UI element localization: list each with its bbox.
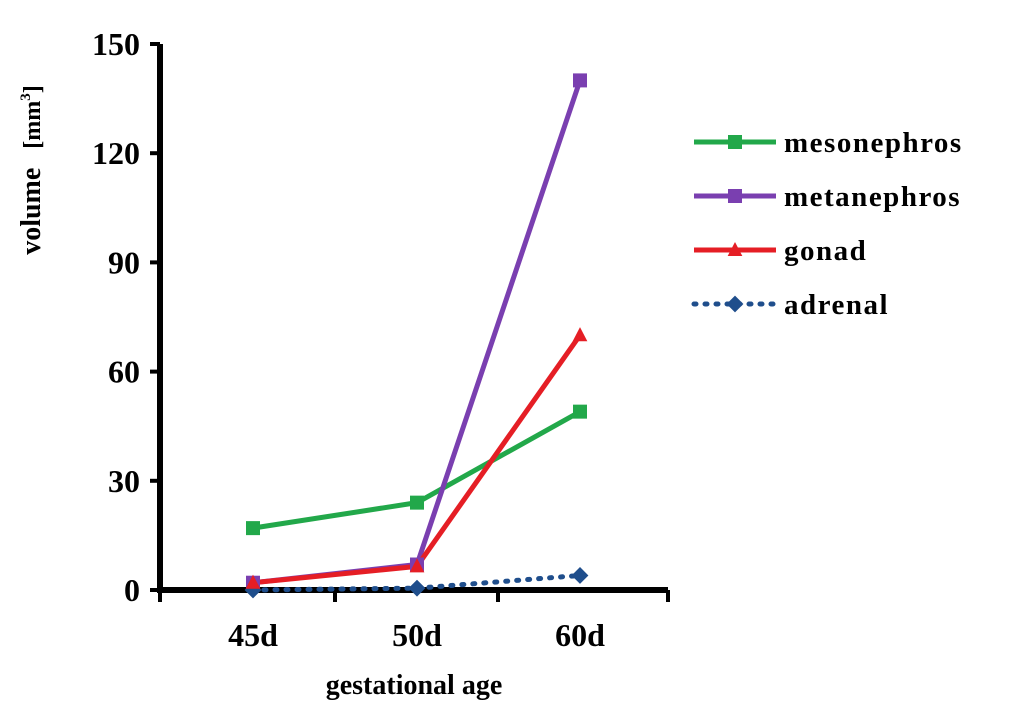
data-point-gonad (409, 558, 425, 573)
x-axis-title: gestational age (326, 670, 503, 701)
y-tick-label: 90 (108, 244, 140, 280)
data-point-gonad (245, 574, 261, 589)
legend-marker (727, 241, 743, 257)
legend-label: mesonephros (784, 127, 963, 159)
x-ticks: 45d 50d 60d (158, 590, 670, 653)
y-axis-unit-exponent: 3 (18, 93, 34, 101)
legend-label: gonad (784, 235, 867, 267)
legend-marker (728, 189, 742, 203)
legend-item-metanephros: metanephros (694, 181, 961, 213)
series-line-mesonephros (252, 409, 582, 531)
y-tick-label: 30 (108, 463, 140, 499)
legend-marker (728, 135, 742, 149)
data-point-metanephros (573, 73, 587, 88)
series-markers (244, 73, 589, 599)
data-point-gonad (572, 327, 588, 342)
data-point-adrenal (571, 567, 589, 584)
y-ticks: 0 30 60 90 120 150 (92, 26, 160, 608)
legend-marker (726, 295, 744, 313)
y-tick-label: 60 (108, 354, 140, 390)
data-point-mesonephros (573, 404, 587, 419)
data-point-mesonephros (410, 495, 424, 510)
y-tick-label: 150 (92, 26, 140, 62)
legend-label: metanephros (784, 181, 961, 213)
data-point-adrenal (408, 579, 426, 597)
y-tick-label: 0 (124, 572, 140, 608)
y-tick-label: 120 (92, 135, 140, 171)
y-axis-label: volume (16, 168, 47, 255)
x-tick-label: 45d (228, 617, 278, 653)
series-lines (250, 79, 583, 593)
legend-item-gonad: gonad (694, 235, 867, 267)
series-line-gonad (252, 333, 583, 586)
data-point-mesonephros (246, 521, 260, 536)
y-axis-unit-close: ] (20, 85, 46, 93)
legend-label: adrenal (784, 289, 889, 321)
legend: mesonephros metanephros gonad adrenal (691, 127, 963, 321)
axes (157, 44, 668, 593)
x-tick-label: 60d (555, 617, 605, 653)
y-axis-unit: [mm (20, 101, 46, 149)
legend-item-adrenal: adrenal (691, 289, 889, 321)
legend-item-mesonephros: mesonephros (694, 127, 963, 159)
x-tick-label: 50d (392, 617, 442, 653)
y-axis-title: volume [mm3] (16, 85, 47, 255)
